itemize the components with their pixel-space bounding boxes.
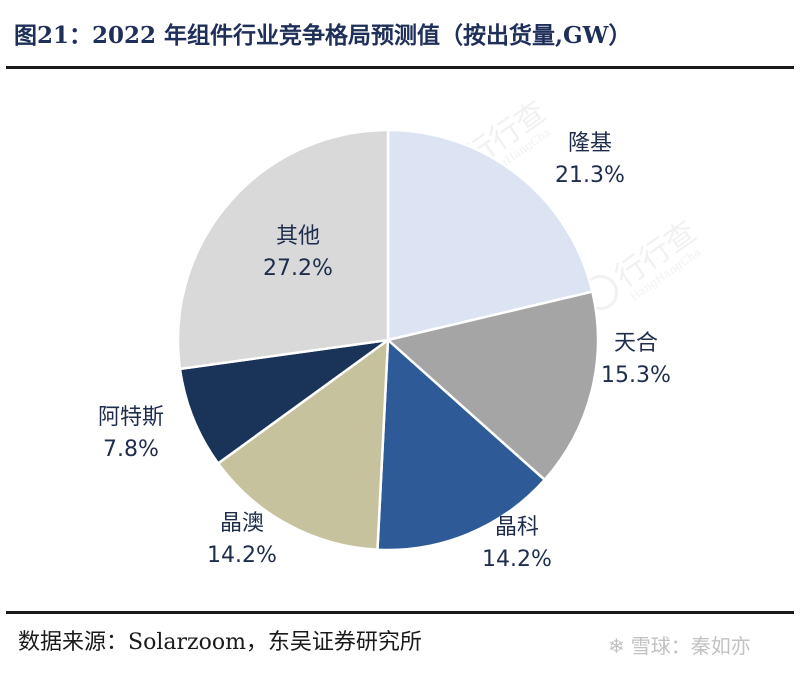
slice-value-label: 14.2% xyxy=(207,543,277,568)
top-rule xyxy=(6,66,794,69)
slice-name-label: 晶澳 xyxy=(220,511,264,536)
snowball-icon: ❄ xyxy=(608,634,625,658)
slice-value-label: 21.3% xyxy=(555,163,625,188)
slice-value-label: 27.2% xyxy=(263,256,333,281)
slice-name-label: 隆基 xyxy=(568,131,612,156)
credit-watermark: ❄ 雪球：秦如亦 xyxy=(608,630,751,659)
slice-value-label: 7.8% xyxy=(103,437,159,462)
bottom-rule xyxy=(6,611,794,614)
pie-slice xyxy=(386,128,594,342)
pie-slice xyxy=(178,338,390,465)
pie-slice xyxy=(176,128,390,371)
pie-slices xyxy=(176,128,600,552)
slice-value-label: 14.2% xyxy=(482,547,552,572)
slice-name-label: 阿特斯 xyxy=(98,405,164,430)
slice-value-label: 15.3% xyxy=(601,363,671,388)
pie-labels: 隆基 21.3% 天合 15.3% 晶科 14.2% 晶澳 14.2% 阿特斯 7.8% 其他 27.… xyxy=(98,131,671,572)
slice-name-label: 天合 xyxy=(614,331,658,356)
figure-title: 图21：2022 年组件行业竞争格局预测值（按出货量,GW） xyxy=(14,22,632,49)
source-note: 数据来源：Solarzoom，东吴证券研究所 xyxy=(18,630,422,655)
slice-name-label: 晶科 xyxy=(495,515,539,540)
pie-slice xyxy=(386,290,600,482)
credit-text: 雪球：秦如亦 xyxy=(630,634,751,658)
pie-slice xyxy=(376,338,546,552)
slice-name-label: 其他 xyxy=(276,224,320,249)
pie-slice xyxy=(216,338,390,551)
